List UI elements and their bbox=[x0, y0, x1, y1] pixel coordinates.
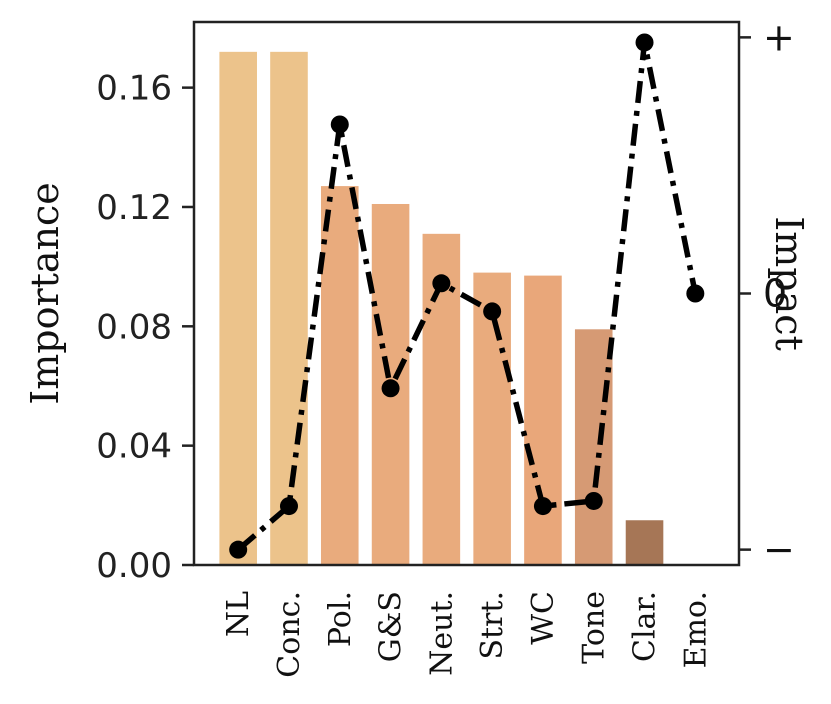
x-tick-label-7: Tone bbox=[577, 591, 612, 664]
right-axis: +0 − bbox=[739, 15, 795, 572]
impact-point-4 bbox=[432, 274, 451, 293]
x-tick-label-1: Conc. bbox=[272, 591, 307, 678]
y2-tick-label-0: + bbox=[763, 15, 795, 59]
y-tick-label-3: 0.12 bbox=[96, 188, 172, 228]
x-tick-label-6: WC bbox=[526, 591, 561, 645]
x-tick-label-4: Neut. bbox=[424, 591, 459, 676]
bar-2 bbox=[320, 186, 359, 566]
bar-7 bbox=[574, 329, 613, 565]
y-tick-label-1: 0.04 bbox=[96, 427, 172, 467]
left-axis: 0.00 0.04 0.08 0.12 0.16 bbox=[96, 69, 194, 586]
y2-tick-label-1: 0 bbox=[763, 272, 787, 316]
y-axis-title: Importance bbox=[23, 182, 67, 405]
impact-point-2 bbox=[330, 115, 349, 134]
y-tick-label-4: 0.16 bbox=[96, 69, 172, 109]
y2-axis-title: Impact bbox=[767, 216, 811, 351]
x-tick-label-9: Emo. bbox=[678, 591, 713, 668]
x-tick-label-2: Pol. bbox=[323, 591, 358, 647]
x-tick-label-0: NL bbox=[221, 591, 256, 637]
impact-point-8 bbox=[635, 33, 654, 52]
y2-tick-label-2: − bbox=[763, 528, 795, 572]
y-tick-label-0: 0.00 bbox=[96, 546, 172, 586]
bar-1 bbox=[270, 51, 308, 566]
impact-point-5 bbox=[483, 302, 502, 321]
impact-line bbox=[236, 39, 699, 552]
impact-line-layer bbox=[229, 33, 705, 559]
bar-0 bbox=[219, 51, 257, 566]
impact-point-3 bbox=[381, 379, 400, 398]
x-tick-label-3: G&S bbox=[374, 591, 409, 662]
bars-layer bbox=[219, 51, 664, 566]
x-tick-label-8: Clar. bbox=[628, 591, 663, 662]
impact-point-7 bbox=[584, 491, 603, 510]
x-tick-label-5: Strt. bbox=[475, 591, 510, 660]
impact-point-0 bbox=[229, 540, 248, 559]
x-axis: NL Conc. Pol. G&S Neut. Strt. WC Tone Clar. Emo. bbox=[221, 591, 713, 678]
impact-point-9 bbox=[686, 284, 705, 303]
bar-6 bbox=[524, 275, 562, 565]
impact-point-1 bbox=[279, 497, 298, 516]
bar-8 bbox=[625, 520, 664, 565]
y-tick-label-2: 0.08 bbox=[96, 307, 172, 347]
impact-point-6 bbox=[533, 497, 552, 516]
